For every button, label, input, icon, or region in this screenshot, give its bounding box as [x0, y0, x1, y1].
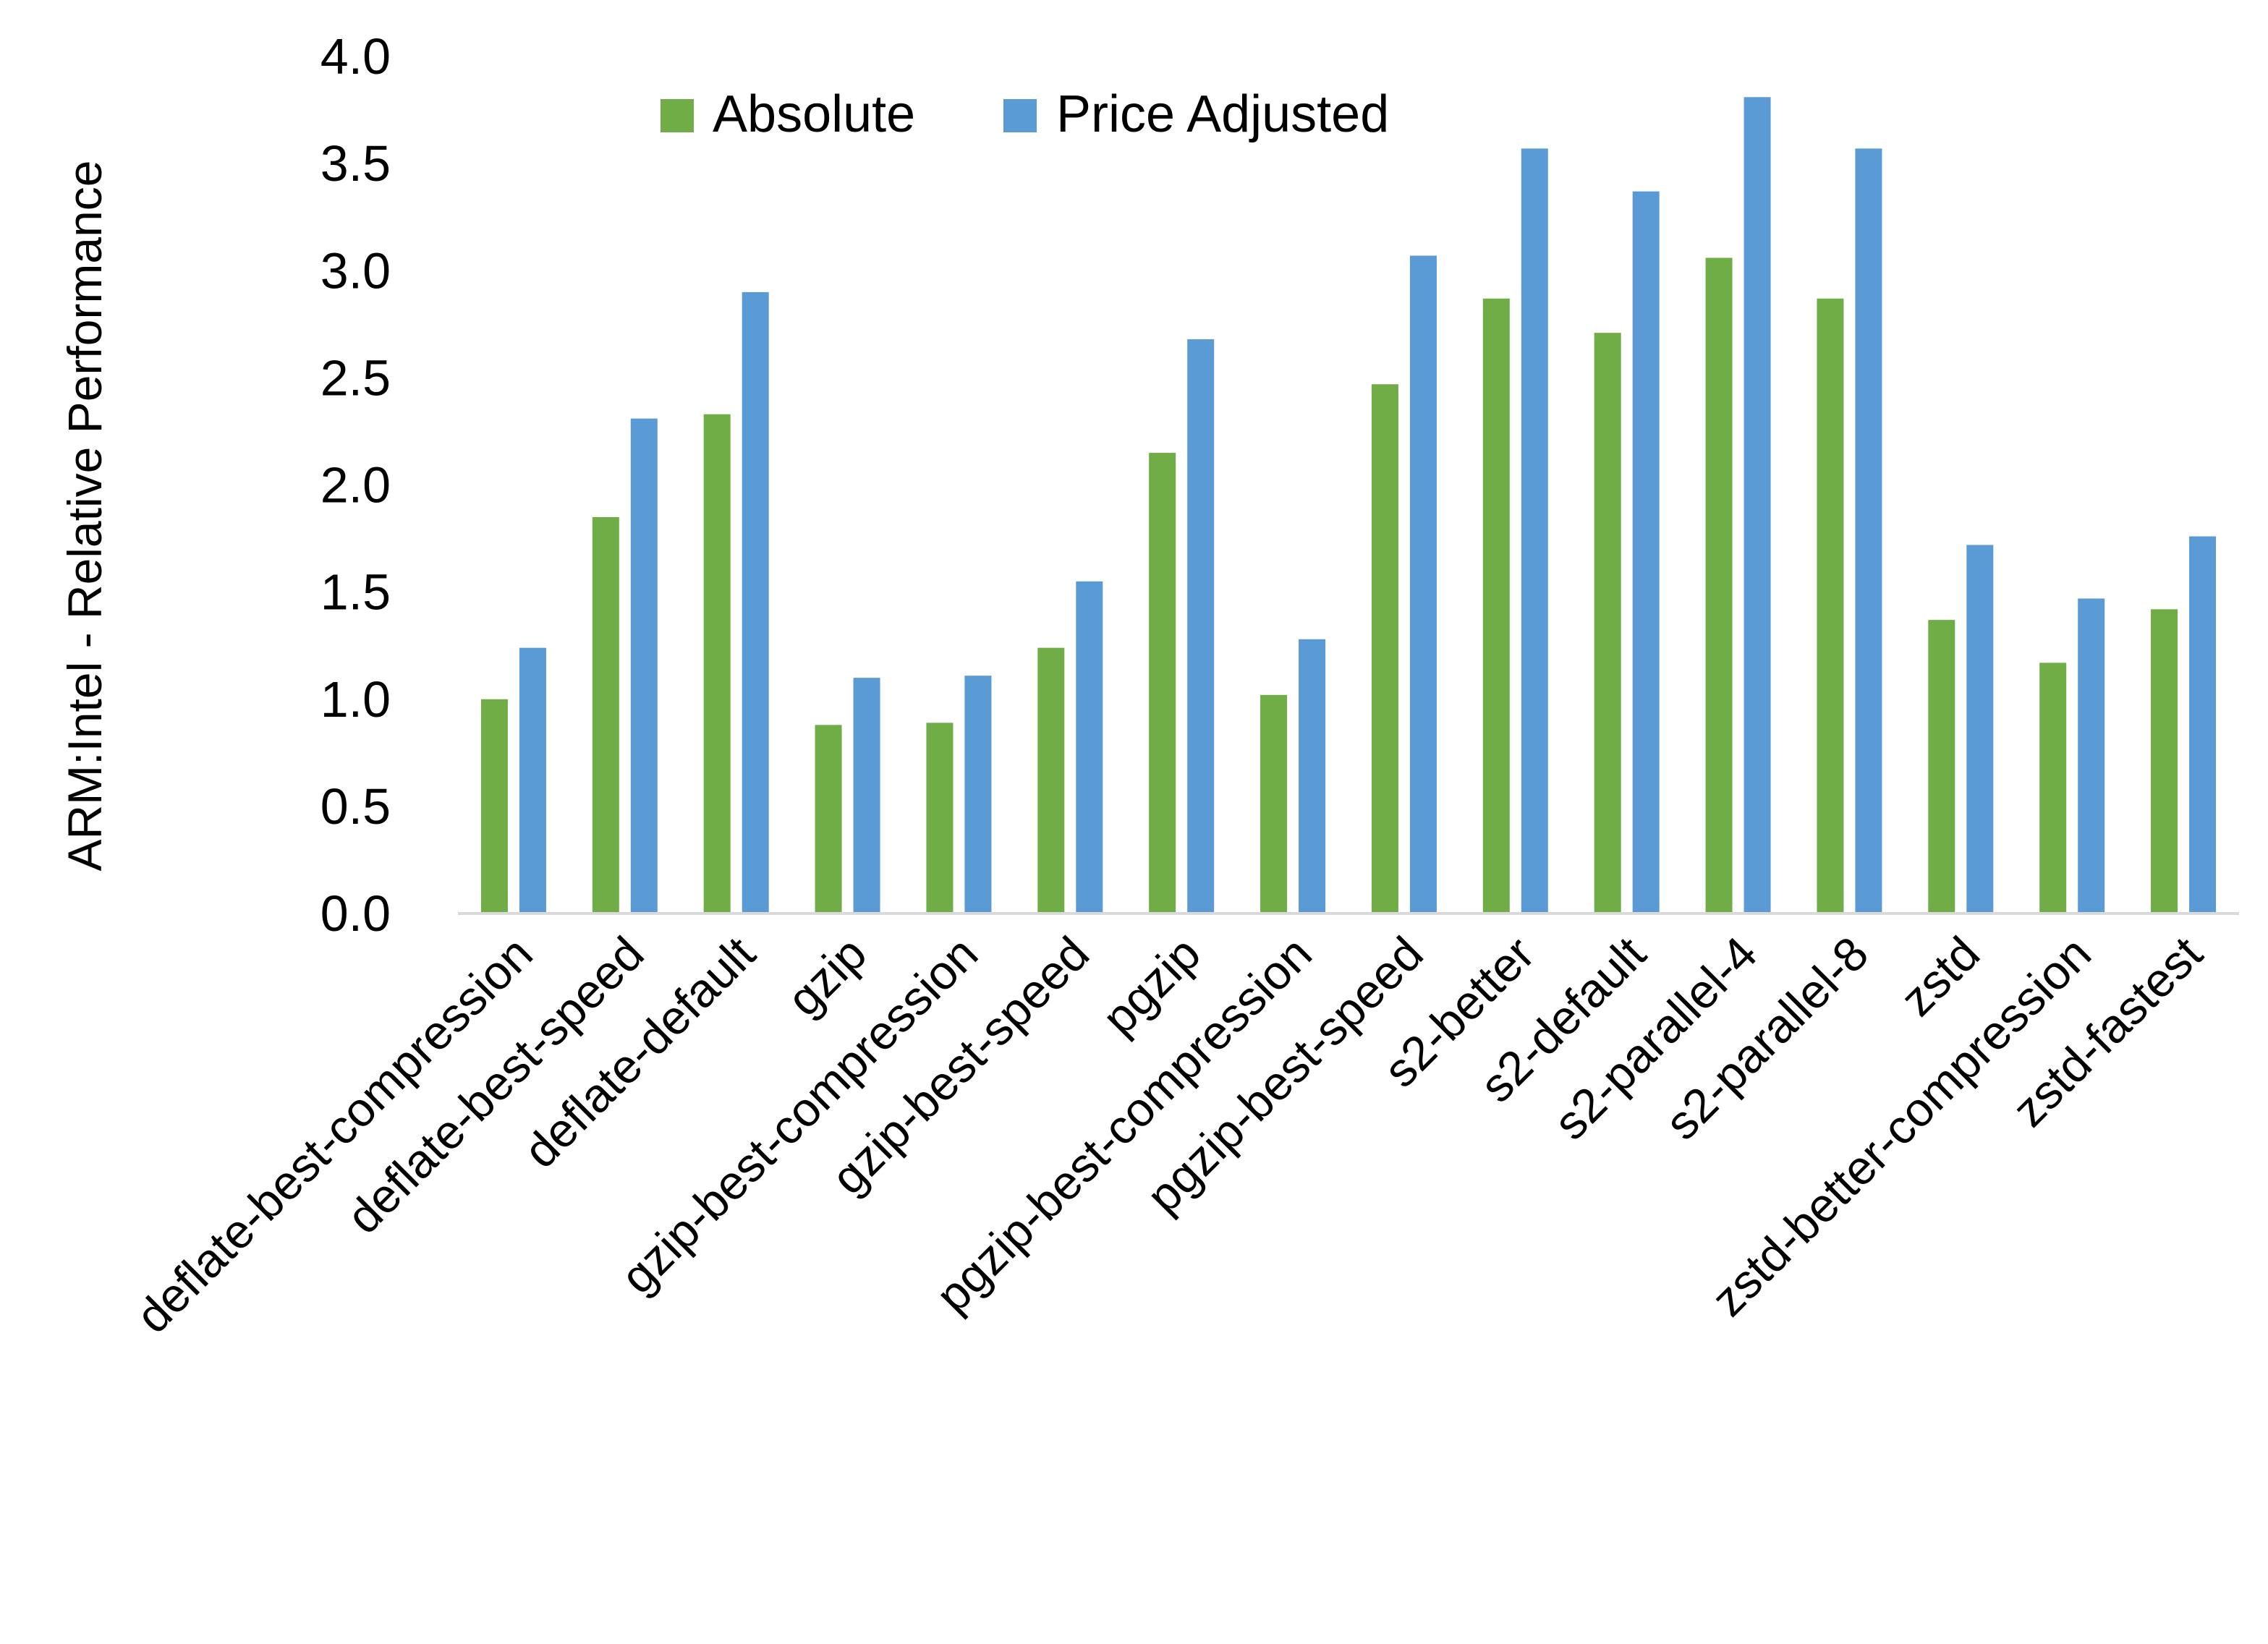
- legend-label-absolute: Absolute: [713, 85, 915, 143]
- y-tick-label: 0.0: [320, 885, 391, 942]
- bar-price-adjusted-deflate-default: [742, 291, 769, 913]
- y-tick-label: 1.5: [320, 564, 391, 621]
- bar-price-adjusted-deflate-best-compression: [519, 647, 546, 913]
- bar-absolute-pgzip-best-compression: [1260, 694, 1288, 913]
- x-tick-label: zstd: [1890, 927, 1989, 1026]
- legend: Absolute Price Adjusted: [661, 85, 1389, 143]
- bar-price-adjusted-s2-better: [1521, 148, 1548, 914]
- bar-absolute-zstd-fastest: [2151, 609, 2178, 913]
- bar-price-adjusted-s2-default: [1632, 191, 1660, 913]
- y-tick-label: 3.5: [320, 135, 391, 192]
- bar-absolute-gzip: [815, 725, 842, 913]
- bar-absolute-deflate-default: [703, 414, 731, 913]
- bar-absolute-pgzip: [1149, 453, 1176, 913]
- y-tick-label: 3.0: [320, 242, 391, 299]
- bar-price-adjusted-pgzip: [1187, 339, 1215, 913]
- y-tick-label: 1.0: [320, 671, 391, 728]
- bar-absolute-s2-parallel-4: [1705, 257, 1733, 914]
- y-tick-label: 4.0: [320, 28, 391, 85]
- bar-price-adjusted-zstd-better-compression: [2078, 598, 2105, 913]
- bar-absolute-s2-better: [1482, 298, 1510, 913]
- bar-absolute-deflate-best-compression: [480, 699, 508, 913]
- bar-price-adjusted-zstd-fastest: [2189, 536, 2217, 913]
- y-tick-label: 2.0: [320, 457, 391, 514]
- bar-absolute-pgzip-best-speed: [1371, 384, 1398, 913]
- legend-swatch-absolute: [661, 99, 694, 132]
- bar-price-adjusted-s2-parallel-4: [1744, 97, 1771, 914]
- y-axis-title: ARM:Intel - Relative Performance: [58, 160, 111, 871]
- y-tick-label: 2.5: [320, 349, 391, 406]
- bar-price-adjusted-zstd: [1966, 545, 1994, 913]
- bar-price-adjusted-pgzip-best-compression: [1299, 639, 1326, 913]
- bar-price-adjusted-gzip-best-speed: [1076, 581, 1103, 913]
- bar-price-adjusted-gzip: [853, 678, 880, 913]
- x-axis-labels: deflate-best-compressiondeflate-best-spe…: [126, 927, 2212, 1343]
- legend-swatch-price-adjusted: [1003, 99, 1037, 132]
- bar-price-adjusted-gzip-best-compression: [964, 676, 992, 913]
- bar-price-adjusted-s2-parallel-8: [1855, 148, 1882, 914]
- bar-absolute-gzip-best-speed: [1037, 647, 1065, 913]
- x-tick-label: gzip: [777, 927, 877, 1026]
- bar-absolute-deflate-best-speed: [592, 516, 619, 913]
- y-tick-label: 0.5: [320, 778, 391, 835]
- bar-absolute-gzip-best-compression: [926, 723, 954, 913]
- bar-absolute-zstd-better-compression: [2039, 663, 2067, 913]
- y-axis-ticks: 0.0 0.5 1.0 1.5 2.0 2.5 3.0 3.5 4.0: [320, 28, 391, 942]
- legend-label-price-adjusted: Price Adjusted: [1056, 85, 1389, 143]
- bar-absolute-s2-parallel-8: [1817, 298, 1844, 913]
- bar-price-adjusted-deflate-best-speed: [630, 418, 658, 913]
- bar-absolute-zstd: [1928, 620, 1955, 913]
- bar-absolute-s2-default: [1594, 333, 1621, 914]
- bar-price-adjusted-pgzip-best-speed: [1409, 255, 1437, 913]
- bars: [480, 97, 2217, 914]
